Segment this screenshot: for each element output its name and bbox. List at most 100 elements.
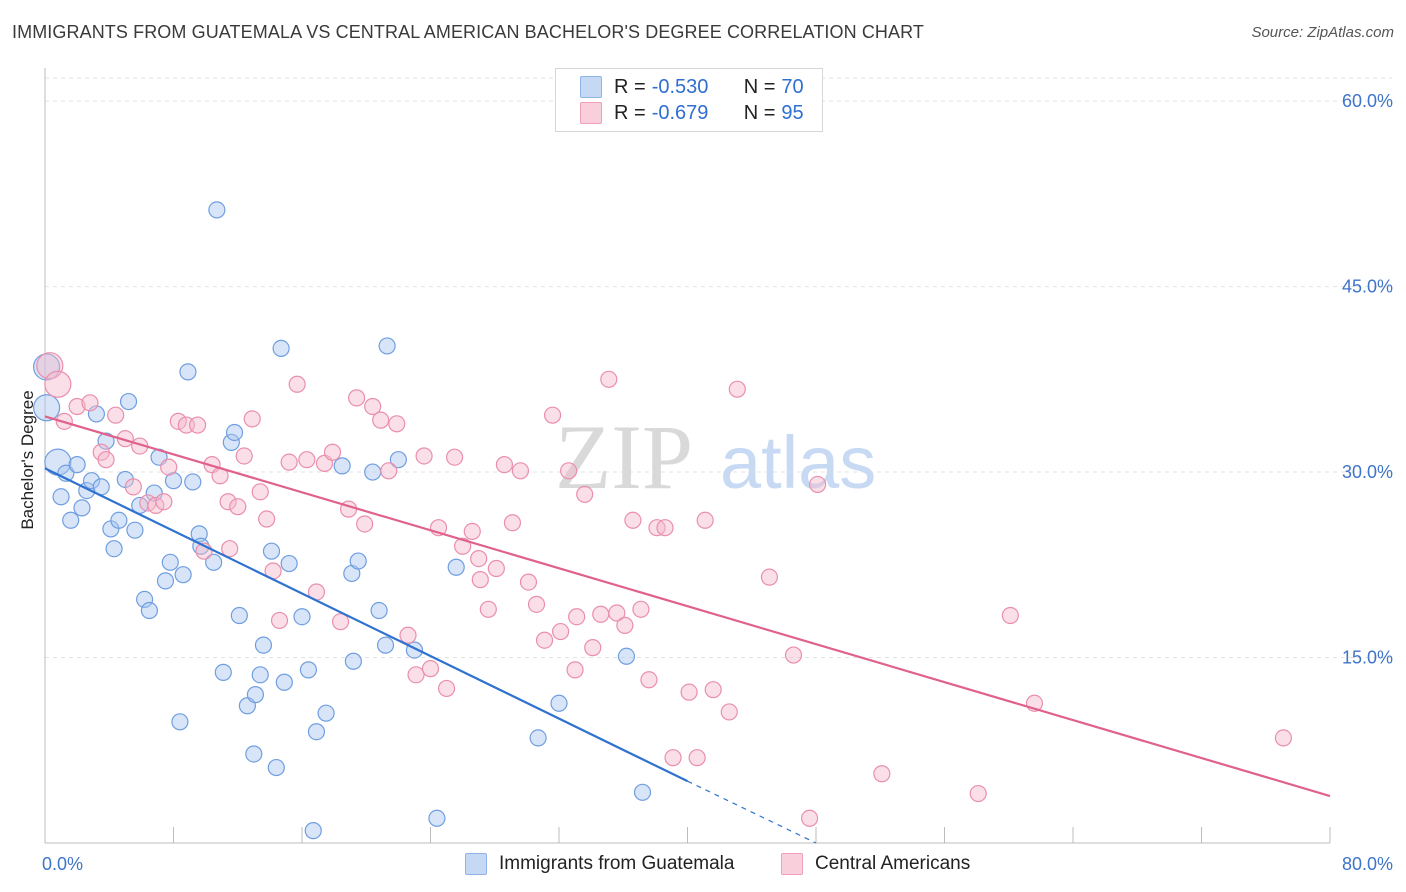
central-americans-point: [463, 522, 481, 541]
central-americans-point: [36, 352, 64, 380]
central-americans-point: [566, 661, 584, 679]
guatemala-point: [214, 663, 232, 681]
axes: [44, 68, 1331, 844]
guatemala-point: [52, 488, 70, 506]
central-americans-point: [280, 453, 298, 471]
central-americans-point: [147, 496, 165, 515]
legend-r-label: R =: [614, 75, 646, 98]
central-americans-point: [298, 451, 316, 469]
guatemala-point: [156, 572, 175, 590]
guatemala-point: [349, 552, 367, 570]
central-americans-point: [169, 412, 187, 430]
central-americans-point: [552, 622, 570, 641]
central-americans-point: [503, 514, 522, 532]
central-americans-point: [656, 519, 674, 537]
central-americans-point: [800, 809, 819, 827]
central-americans-point: [68, 397, 86, 416]
watermark-zip: ZIP: [555, 406, 693, 508]
central-americans-point: [372, 411, 390, 429]
guatemala-point: [105, 540, 123, 558]
legend-r-value: -0.530: [651, 75, 709, 98]
source-label: Source: ZipAtlas.com: [1251, 24, 1394, 41]
central-americans-point: [624, 511, 642, 529]
central-americans-point: [616, 616, 634, 634]
central-americans-point: [356, 515, 374, 533]
central-americans-point: [97, 451, 115, 469]
central-americans-point: [600, 370, 618, 388]
guatemala-point: [110, 511, 128, 529]
guatemala-point: [370, 601, 388, 620]
guatemala-point: [550, 694, 568, 712]
central-americans-point: [445, 448, 464, 466]
guatemala-point: [126, 521, 144, 539]
central-americans-point: [873, 765, 891, 783]
central-americans-point: [160, 458, 178, 476]
central-americans-point: [704, 681, 722, 699]
series-name-central-americans: Central Americans: [815, 853, 971, 874]
guatemala-point: [254, 636, 273, 654]
series-swatch-guatemala: [465, 853, 487, 875]
guatemala-point: [225, 423, 244, 442]
guatemala-point: [262, 542, 281, 560]
guatemala-point: [205, 553, 223, 571]
guatemala-point: [174, 566, 192, 584]
guatemala-point: [299, 661, 318, 679]
central-americans-point: [543, 406, 562, 424]
central-americans-point: [243, 410, 261, 428]
central-americans-point: [380, 462, 398, 480]
central-americans-point: [44, 370, 72, 398]
legend-swatch-central-americans: [580, 102, 602, 124]
series-legend-central-americans: Central Americans: [781, 851, 970, 877]
central-americans-point: [454, 537, 472, 555]
guatemala-point: [190, 525, 208, 543]
central-americans-point: [364, 397, 382, 416]
guatemala-point: [164, 472, 183, 490]
guatemala-point: [171, 713, 189, 731]
guatemala-point: [633, 783, 652, 801]
central-americans-point: [760, 568, 779, 586]
y-tick-label: 30.0%: [1342, 462, 1393, 482]
central-americans-point: [720, 703, 738, 721]
central-americans-point: [560, 462, 578, 480]
central-americans-point: [155, 493, 173, 511]
guatemala-point: [293, 608, 311, 626]
guatemala-point: [222, 433, 240, 451]
x-tick-label-max: 80.0%: [1342, 854, 1393, 874]
guatemala-trend-line: [44, 467, 688, 783]
central-americans-point: [437, 679, 456, 698]
y-axis-label: Bachelor's Degree: [18, 390, 37, 529]
series-legend-guatemala: Immigrants from Guatemala: [465, 851, 734, 877]
central-americans-point: [640, 671, 658, 689]
central-americans-point: [323, 443, 342, 461]
central-americans-point: [479, 600, 497, 618]
central-americans-point: [728, 380, 746, 398]
central-americans-point: [568, 608, 586, 626]
correlation-legend: R = -0.530 N = 70 R = -0.679 N = 95: [555, 68, 823, 132]
central-americans-point: [680, 683, 698, 701]
central-americans-point: [584, 639, 602, 657]
guatemala-point: [267, 758, 285, 777]
guatemala-point: [230, 606, 248, 625]
central-americans-point: [331, 613, 350, 631]
central-americans-point: [487, 559, 505, 578]
central-americans-point: [969, 784, 987, 803]
central-americans-point: [81, 394, 99, 412]
central-americans-point: [784, 646, 803, 664]
x-tick-label-min: 0.0%: [42, 854, 83, 874]
legend-n-label: N =: [743, 75, 776, 98]
central-americans-point: [348, 389, 366, 407]
central-americans-point: [399, 626, 417, 644]
guatemala-point: [179, 363, 197, 381]
guatemala-point: [378, 337, 396, 355]
central-americans-point: [495, 456, 513, 474]
central-americans-point: [219, 493, 237, 511]
guatemala-point: [140, 601, 159, 620]
guatemala-point: [161, 553, 179, 571]
guatemala-point: [529, 729, 547, 747]
central-americans-point: [527, 595, 546, 613]
watermark-atlas: atlas: [720, 421, 876, 504]
legend-r-label: R =: [614, 101, 646, 124]
central-americans-point: [1001, 606, 1019, 625]
central-americans-point: [407, 666, 425, 684]
legend-row-guatemala: R = -0.530 N = 70: [580, 75, 804, 99]
